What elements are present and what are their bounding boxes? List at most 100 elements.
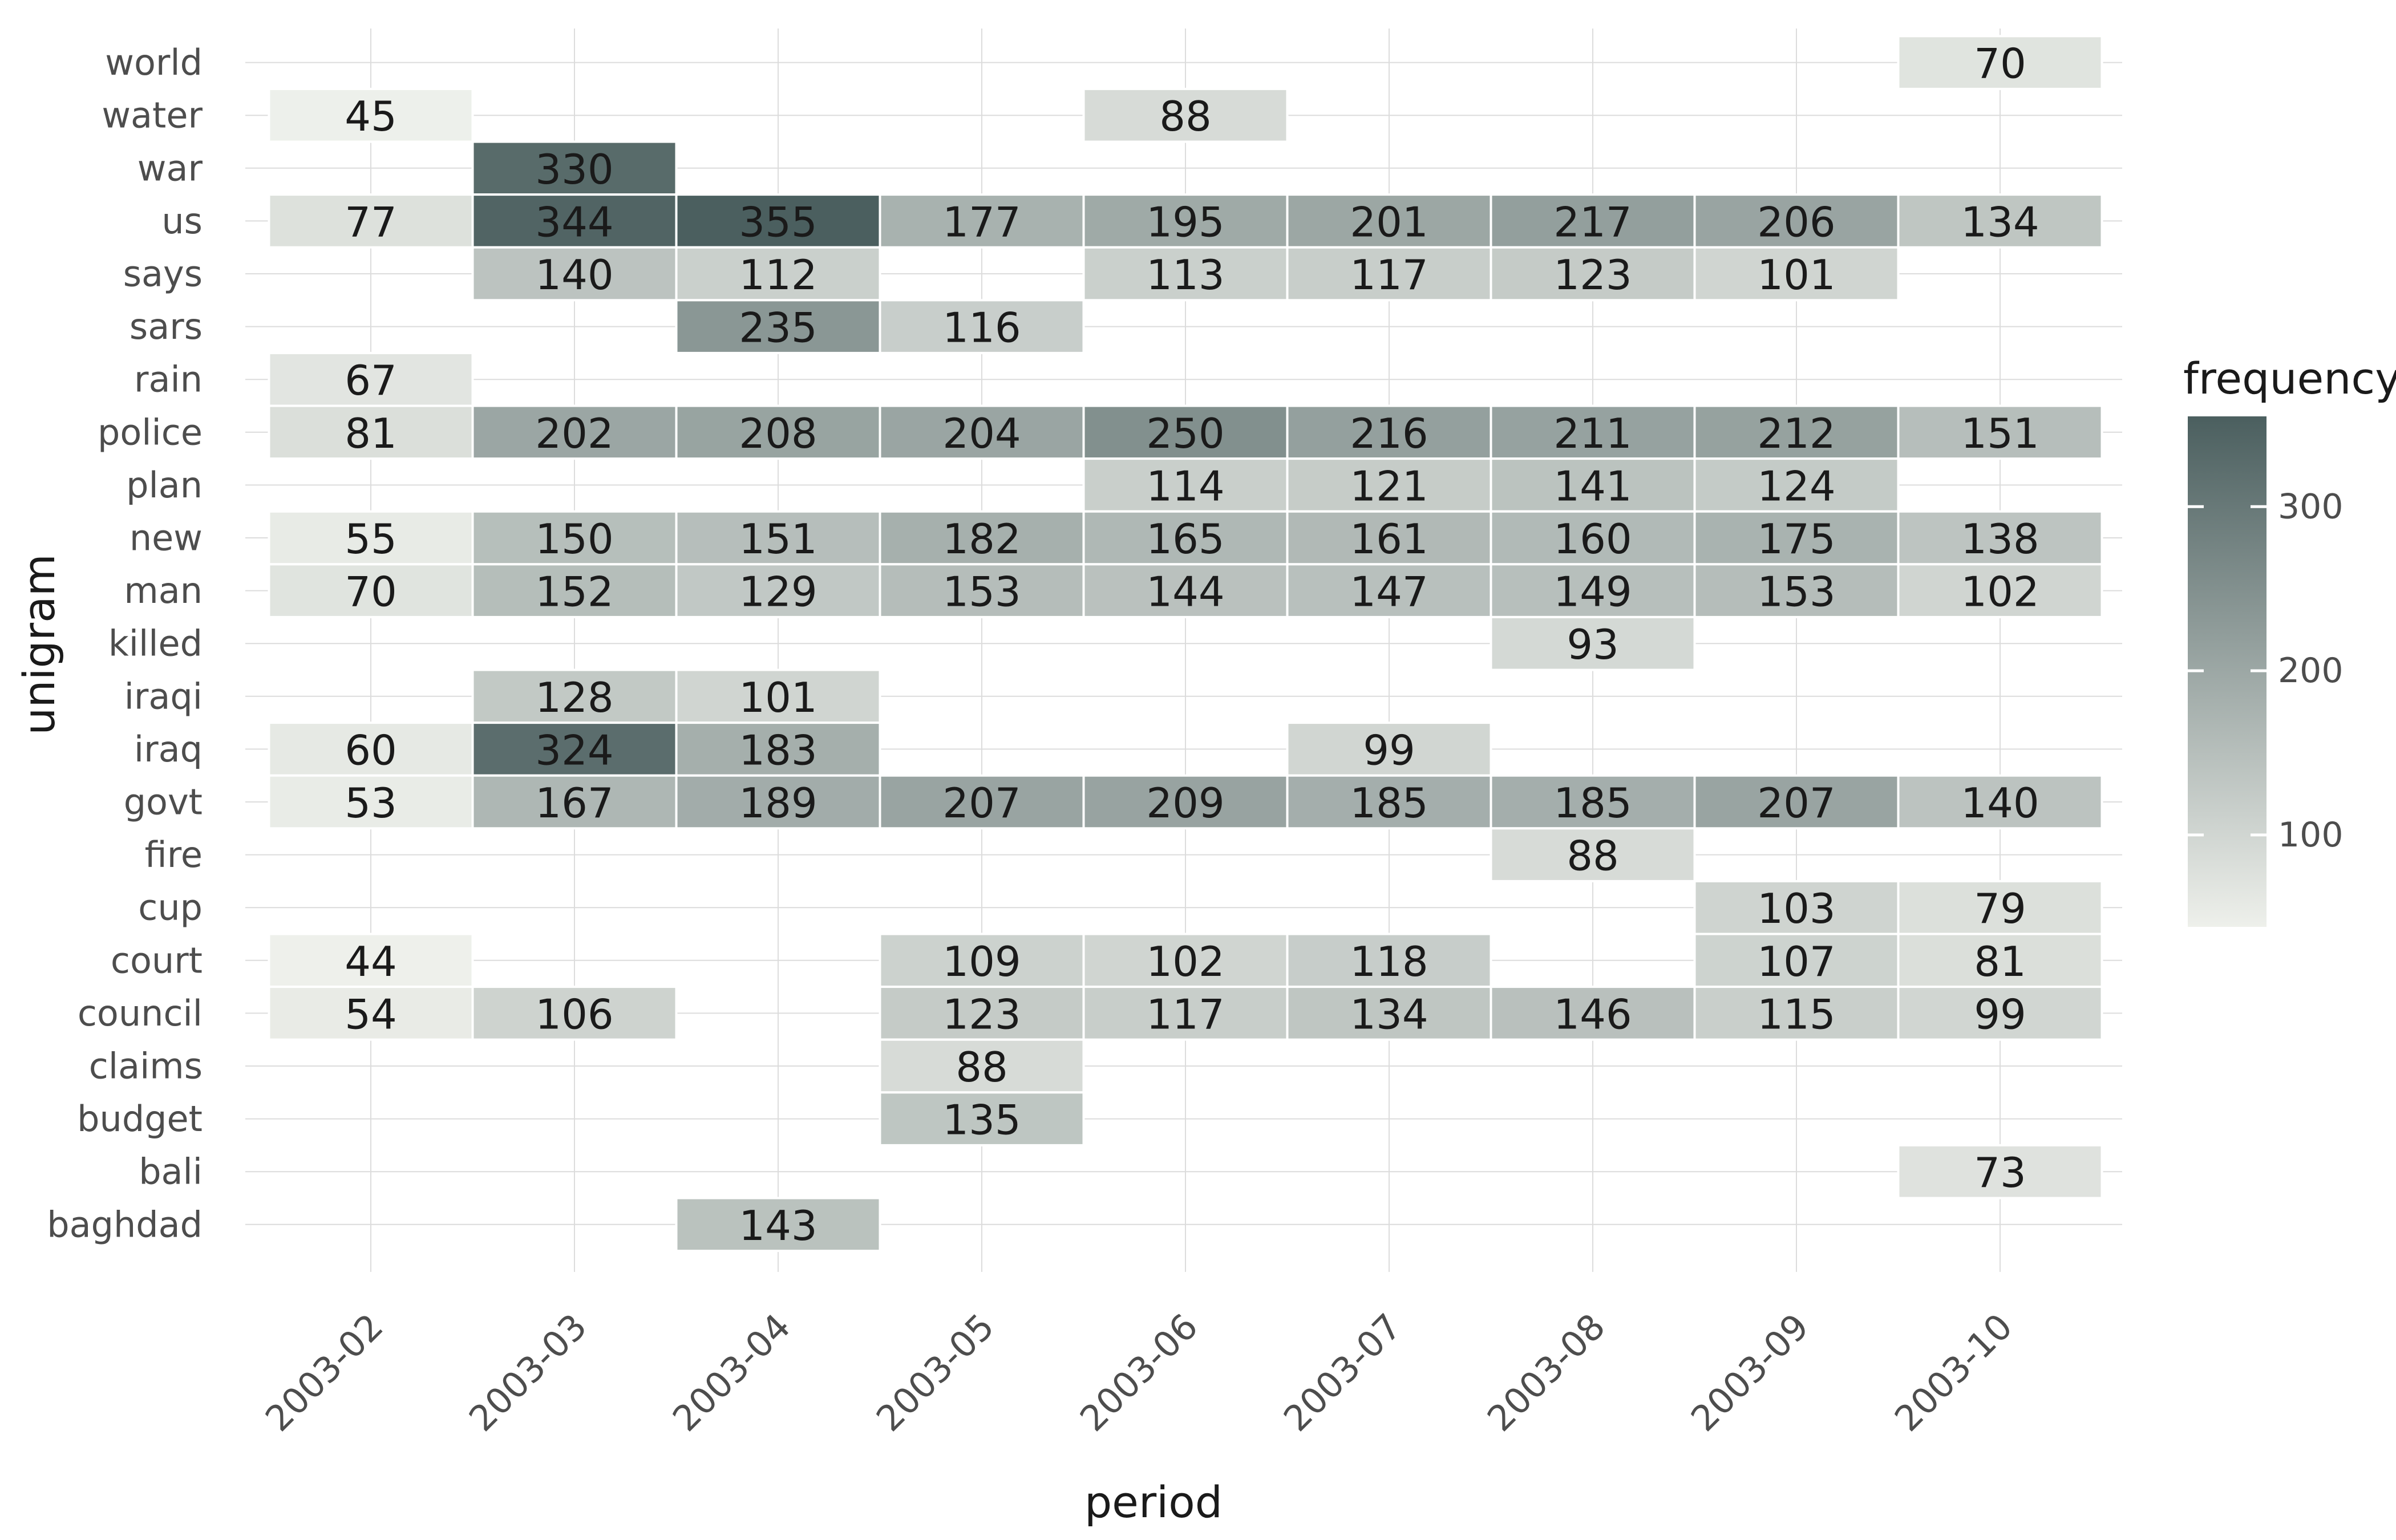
cell-value-label: 113 (1146, 251, 1224, 299)
cell-value-label: 112 (739, 251, 817, 299)
cell-value-label: 79 (1974, 885, 2026, 933)
heatmap-cell (879, 1091, 1085, 1146)
heatmap-cell (879, 299, 1085, 354)
y-tick-label: iraqi (124, 675, 203, 717)
cell-value-label: 102 (1961, 568, 2039, 616)
cell-value-label: 67 (345, 356, 397, 404)
heatmap-cell (1693, 986, 1900, 1041)
heatmap-cell (1897, 510, 2103, 566)
cell-value-label: 149 (1553, 568, 1632, 616)
y-tick-label: court (111, 939, 203, 981)
heatmap-cell (268, 722, 474, 777)
cell-value-label: 141 (1553, 462, 1632, 510)
cell-value-label: 235 (739, 304, 817, 352)
cell-value-label: 144 (1146, 568, 1224, 616)
heatmap-cell (1286, 563, 1492, 618)
cell-value-label: 124 (1757, 462, 1835, 510)
y-tick-label: cup (138, 887, 203, 929)
heatmap-cell (1490, 510, 1696, 566)
y-tick-label: war (137, 147, 203, 189)
cell-value-label: 250 (1146, 410, 1224, 457)
cell-value-label: 153 (1757, 568, 1835, 616)
heatmap-cell (675, 193, 881, 249)
cell-value-label: 167 (535, 779, 613, 827)
heatmap-cell (675, 1197, 881, 1253)
cell-value-label: 60 (345, 726, 397, 774)
y-axis-tick-labels: world water war us says sars rain police plan new… (47, 42, 203, 1245)
heatmap-cell (1286, 722, 1492, 777)
y-tick-label: police (98, 411, 203, 453)
cell-value-label: 140 (535, 251, 613, 299)
cell-value-label: 150 (535, 515, 613, 563)
legend-tick-label: 100 (2278, 815, 2344, 855)
cell-value-label: 54 (345, 990, 397, 1038)
cell-value-label: 324 (535, 726, 613, 774)
x-tick-label: 2003-08 (1479, 1306, 1613, 1440)
cell-value-label: 103 (1757, 885, 1835, 933)
cell-value-label: 183 (739, 726, 817, 774)
cell-value-label: 212 (1757, 410, 1835, 457)
heatmap-cell (1693, 193, 1900, 249)
heatmap-cell (1286, 246, 1492, 302)
cell-value-label: 138 (1961, 515, 2039, 563)
y-tick-label: sars (129, 306, 203, 347)
cell-value-label: 118 (1350, 938, 1428, 986)
heatmap-cell (471, 404, 678, 460)
cell-value-label: 44 (345, 938, 397, 986)
heatmap-cell (1693, 774, 1900, 830)
cell-value-label: 73 (1974, 1149, 2026, 1197)
x-tick-label: 2003-05 (868, 1306, 1002, 1440)
heatmap-cell (1897, 880, 2103, 935)
cell-value-label: 177 (942, 198, 1021, 246)
cell-value-label: 88 (1567, 832, 1619, 880)
heatmap-cell (1082, 933, 1289, 988)
cell-value-label: 93 (1567, 621, 1619, 668)
legend-title: frequency (2183, 353, 2396, 404)
cell-value-label: 121 (1350, 462, 1428, 510)
y-tick-label: iraq (134, 728, 203, 770)
cell-value-label: 135 (942, 1096, 1021, 1144)
heatmap-cell (1082, 457, 1289, 513)
y-tick-label: killed (108, 623, 203, 664)
cell-value-label: 117 (1146, 990, 1224, 1038)
heatmap-cell (675, 246, 881, 302)
heatmap-cell (675, 774, 881, 830)
cell-value-label: 204 (942, 410, 1021, 457)
heatmap-cell (268, 986, 474, 1041)
cell-value-label: 101 (1757, 251, 1835, 299)
cell-value-label: 117 (1350, 251, 1428, 299)
y-tick-label: claims (89, 1045, 203, 1087)
x-tick-label: 2003-03 (461, 1306, 595, 1440)
cell-value-label: 140 (1961, 779, 2039, 827)
heatmap-cell (471, 193, 678, 249)
cell-value-label: 123 (942, 990, 1021, 1038)
heatmap-cell (471, 246, 678, 302)
legend: frequency 100 200 300 (2183, 353, 2396, 927)
heatmap-cell (268, 510, 474, 566)
cell-value-label: 208 (739, 410, 817, 457)
cell-value-label: 189 (739, 779, 817, 827)
y-tick-label: us (161, 200, 203, 242)
x-axis-title: period (1084, 1477, 1223, 1527)
cell-value-label: 101 (739, 674, 817, 722)
cell-value-label: 88 (1159, 92, 1212, 140)
x-tick-label: 2003-09 (1683, 1306, 1817, 1440)
cell-value-label: 195 (1146, 198, 1224, 246)
legend-tick-label: 200 (2278, 651, 2344, 691)
y-axis-title: unigram (14, 554, 64, 735)
heatmap-cell (1897, 1144, 2103, 1199)
heatmap-cell (675, 299, 881, 354)
cell-value-label: 134 (1961, 198, 2039, 246)
legend-tick-label: 300 (2278, 487, 2344, 526)
cell-value-label: 81 (345, 410, 397, 457)
cell-value-label: 151 (739, 515, 817, 563)
cell-value-label: 115 (1757, 990, 1835, 1038)
cell-value-label: 77 (345, 198, 397, 246)
heatmap-cell (879, 774, 1085, 830)
cell-value-label: 143 (739, 1202, 817, 1250)
heatmap-cell (1897, 35, 2103, 90)
x-tick-label: 2003-04 (665, 1306, 799, 1440)
cell-value-label: 88 (956, 1043, 1008, 1091)
heatmap-cells: 70 45 88 330 77 344 355 177 195 201 217 206 134 140 11… (268, 35, 2103, 1253)
y-tick-label: govt (124, 781, 203, 823)
